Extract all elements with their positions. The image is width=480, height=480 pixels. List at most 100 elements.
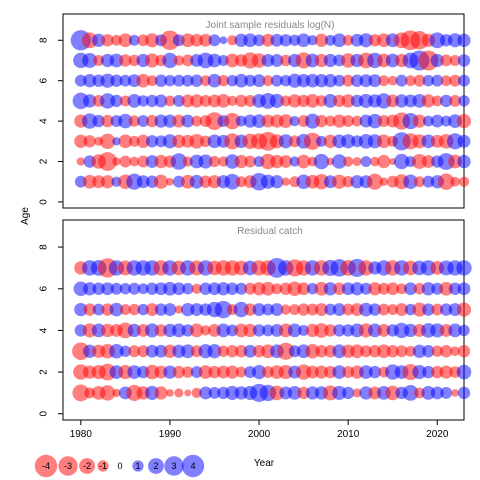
residual-bubble xyxy=(367,113,383,129)
residual-bubble xyxy=(449,94,462,107)
residual-bubble xyxy=(174,305,184,314)
residual-bubble xyxy=(226,345,239,358)
residual-bubble xyxy=(207,344,222,359)
residual-bubble xyxy=(109,53,124,68)
residual-bubble xyxy=(402,385,419,401)
residual-bubble xyxy=(137,283,149,295)
residual-bubble xyxy=(368,323,382,338)
residual-bubble xyxy=(261,281,275,296)
residual-bubble xyxy=(270,54,284,67)
y-tick-label: 0 xyxy=(39,199,50,205)
residual-bubble xyxy=(368,74,382,88)
residual-bubble xyxy=(112,157,121,166)
residual-bubble xyxy=(99,385,116,401)
residual-bubble xyxy=(101,282,114,296)
residual-bubble xyxy=(92,282,105,295)
residual-bubble xyxy=(341,94,355,108)
residual-bubble xyxy=(377,115,390,128)
residual-bubble xyxy=(118,33,133,48)
residual-bubble xyxy=(172,282,186,296)
residual-bubble xyxy=(235,115,247,127)
residual-bubble xyxy=(162,52,178,69)
residual-bubble xyxy=(74,134,88,148)
residual-bubble xyxy=(235,176,247,188)
residual-bubble xyxy=(288,94,302,108)
residual-bubble xyxy=(412,365,427,380)
x-tick-label: 2020 xyxy=(426,429,449,440)
residual-bubble xyxy=(412,344,427,358)
residual-bubble xyxy=(297,303,310,316)
residual-bubble xyxy=(279,155,293,168)
residual-bubble xyxy=(181,302,195,317)
residual-bubble xyxy=(128,282,141,295)
residual-bubble xyxy=(145,303,159,316)
residual-bubble xyxy=(128,345,141,358)
residual-bubble xyxy=(377,154,391,169)
legend-label: 0 xyxy=(117,461,122,471)
residual-bubble xyxy=(214,300,233,319)
residual-bubble xyxy=(314,323,329,338)
residual-bubble xyxy=(270,175,284,189)
residual-bubble xyxy=(225,365,239,379)
residual-bubble xyxy=(216,282,231,296)
residual-bubble xyxy=(189,323,204,338)
residual-bubble xyxy=(412,114,427,128)
residual-bubble xyxy=(146,75,158,87)
residual-bubble xyxy=(341,386,355,400)
x-tick-label: 1980 xyxy=(70,429,93,440)
residual-bubble xyxy=(359,74,373,88)
residual-bubble xyxy=(261,54,275,67)
residual-bubble xyxy=(341,134,356,149)
residual-bubble xyxy=(190,94,204,108)
bottom-panel: Residual catch 0 2 4 6 8 1980 1990 2000 2010 202… xyxy=(39,219,472,440)
y-tick-label: 8 xyxy=(39,37,50,43)
residual-bubble xyxy=(350,74,364,87)
residual-bubble xyxy=(207,134,222,149)
residual-bubble xyxy=(332,33,347,48)
residual-bubble xyxy=(437,173,455,190)
residual-bubble xyxy=(101,34,114,47)
residual-bubble xyxy=(145,53,160,68)
residual-bubble xyxy=(166,389,174,397)
residual-bubble xyxy=(244,282,257,295)
residual-bubble xyxy=(440,54,453,67)
residual-bubble xyxy=(449,74,462,87)
legend-bubble xyxy=(97,460,109,472)
residual-bubble xyxy=(244,74,257,87)
residual-bubble xyxy=(199,282,212,295)
residual-bubble xyxy=(207,53,222,68)
top-panel-bubbles xyxy=(70,30,472,191)
residual-bubble xyxy=(457,345,471,358)
residual-bubble xyxy=(119,283,132,295)
residual-bubble xyxy=(358,33,374,48)
residual-bubble xyxy=(305,94,320,108)
residual-bubble xyxy=(403,174,418,190)
residual-bubble xyxy=(270,303,284,316)
residual-bubble xyxy=(166,177,174,186)
y-axis-title: Age xyxy=(20,207,31,225)
residual-bubble xyxy=(100,175,115,189)
x-axis: 1980 1990 2000 2010 2020 xyxy=(70,419,449,440)
residual-bubble xyxy=(172,365,186,379)
residual-bubble xyxy=(234,73,249,88)
residual-bubble xyxy=(332,385,347,400)
x-tick-label: 2000 xyxy=(248,429,271,440)
residual-bubble xyxy=(163,365,177,379)
residual-bubble xyxy=(278,134,293,149)
residual-bubble xyxy=(396,283,408,295)
residual-bubble xyxy=(163,114,177,128)
residual-bubble xyxy=(99,133,116,149)
residual-bubble xyxy=(207,73,222,88)
residual-bubble xyxy=(439,281,454,296)
residual-bubble xyxy=(184,389,192,397)
residual-bubble xyxy=(448,323,462,338)
residual-bubble xyxy=(287,386,302,400)
residual-bubble xyxy=(421,94,435,108)
residual-bubble xyxy=(307,35,318,46)
residual-bubble xyxy=(154,386,168,400)
legend-label: -2 xyxy=(83,461,91,471)
residual-bubble xyxy=(208,34,221,47)
residual-bubble xyxy=(119,74,132,87)
residual-bubble xyxy=(458,176,470,187)
